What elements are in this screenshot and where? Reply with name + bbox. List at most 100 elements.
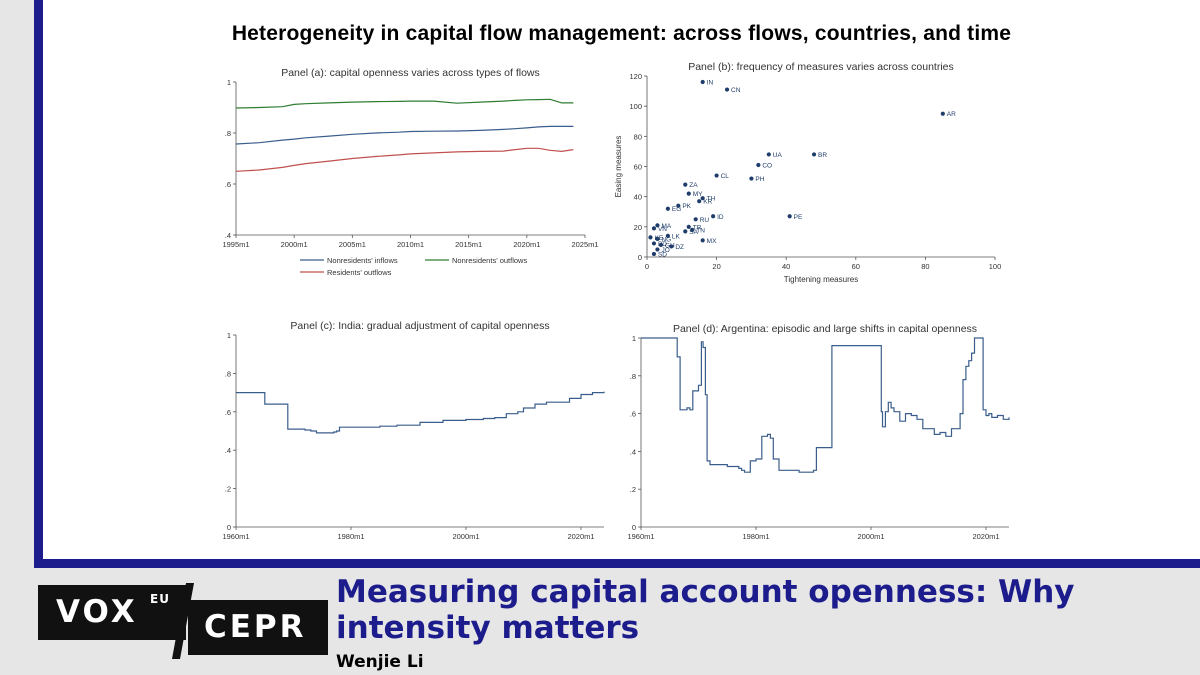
panel-title: Panel (a): capital openness varies acros…	[281, 67, 540, 79]
y-tick-label: 1	[227, 78, 231, 87]
y-tick-label: .6	[225, 180, 231, 189]
scatter-point	[665, 206, 670, 211]
x-tick-label: 60	[852, 262, 860, 271]
scatter-point	[711, 214, 716, 219]
article-title: Measuring capital account openness: Why …	[336, 574, 1075, 646]
scatter-point	[669, 244, 674, 249]
y-tick-label: 0	[632, 523, 636, 532]
point-label: LK	[672, 233, 681, 240]
y-tick-label: .8	[630, 372, 636, 381]
scatter-point	[655, 236, 660, 241]
y-tick-label: 0	[227, 523, 231, 532]
point-label: BR	[818, 152, 827, 159]
scatter-point	[676, 203, 681, 208]
x-tick-label: 2010m1	[397, 240, 424, 249]
point-label: TR	[693, 224, 702, 231]
y-tick-label: 100	[629, 102, 642, 111]
scatter-point	[686, 224, 691, 229]
x-tick-label: 40	[782, 262, 790, 271]
scatter-point	[700, 238, 705, 243]
point-label: MA	[661, 223, 671, 230]
point-label: PE	[794, 214, 803, 221]
x-tick-label: 1960m1	[222, 532, 249, 541]
legend-label: Nonresidents' outflows	[452, 256, 527, 265]
scatter-point	[651, 226, 657, 231]
point-label: ZA	[689, 182, 698, 189]
scatter-point	[756, 162, 761, 168]
y-tick-label: 40	[634, 193, 642, 202]
y-tick-label: 60	[634, 163, 642, 172]
point-label: ID	[717, 214, 724, 221]
point-label: PH	[755, 176, 764, 183]
series-line	[235, 147, 574, 172]
scatter-point	[693, 217, 698, 222]
scatter-point	[655, 247, 660, 252]
y-tick-label: 20	[634, 223, 642, 232]
x-tick-label: 2015m1	[455, 240, 482, 249]
x-tick-label: 1980m1	[742, 532, 769, 541]
y-tick-label: .6	[225, 408, 231, 417]
y-tick-label: 1	[227, 331, 231, 340]
point-label: JO	[661, 247, 669, 254]
x-tick-label: 80	[921, 262, 929, 271]
legend-label: Nonresidents' inflows	[327, 256, 398, 265]
point-label: MY	[693, 191, 703, 198]
x-tick-label: 2020m1	[513, 240, 540, 249]
point-label: SD	[658, 251, 667, 258]
x-tick-label: 2020m1	[567, 532, 594, 541]
figure-frame: Heterogeneity in capital flow management…	[34, 0, 1200, 568]
scatter-point	[690, 227, 695, 232]
y-tick-label: .2	[630, 485, 636, 494]
x-tick-label: 1995m1	[222, 240, 249, 249]
point-label: UA	[773, 152, 783, 159]
point-label: KR	[703, 199, 712, 206]
panel-c-chart: Panel (c): India: gradual adjustment of …	[222, 320, 605, 541]
cepr-logo-text: CEPR	[204, 609, 307, 645]
scatter-point	[648, 235, 653, 240]
y-tick-label: .4	[630, 447, 636, 456]
y-tick-label: 1	[632, 334, 636, 343]
scatter-point	[749, 176, 754, 181]
x-tick-label: 1980m1	[337, 532, 364, 541]
scatter-point	[700, 196, 705, 201]
point-label: MX	[707, 238, 717, 245]
scatter-point	[651, 241, 657, 246]
article-author: Wenjie Li	[336, 652, 424, 672]
panel-title: Panel (c): India: gradual adjustment of …	[290, 320, 549, 332]
y-tick-label: .8	[225, 129, 231, 138]
series-line	[641, 337, 1010, 473]
x-tick-label: 100	[989, 262, 1002, 271]
legend-label: Residents' outflows	[327, 268, 392, 277]
y-tick-label: 120	[629, 72, 642, 81]
y-tick-label: .4	[225, 231, 231, 240]
point-label: CL	[721, 173, 730, 180]
point-label: AR	[947, 111, 956, 118]
scatter-point	[686, 191, 691, 196]
point-label: GH	[665, 242, 675, 249]
panel-d-chart: Panel (d): Argentina: episodic and large…	[627, 323, 1010, 541]
scatter-point	[651, 251, 657, 257]
scatter-point	[665, 233, 670, 238]
y-axis-label: Easing measures	[614, 136, 623, 198]
vox-logo: VOX	[38, 585, 186, 640]
scatter-point	[683, 182, 688, 187]
panel-a-chart: Panel (a): capital openness varies acros…	[222, 67, 598, 277]
point-label: TH	[707, 196, 716, 203]
scatter-point	[658, 242, 664, 248]
y-tick-label: .6	[630, 410, 636, 419]
point-label: IN	[707, 80, 714, 87]
y-tick-label: 80	[634, 132, 642, 141]
series-line	[235, 125, 574, 145]
point-label: VN	[658, 226, 667, 233]
x-tick-label: 2000m1	[452, 532, 479, 541]
y-tick-label: .2	[225, 485, 231, 494]
scatter-point	[811, 152, 817, 157]
scatter-point	[697, 199, 702, 204]
x-tick-label: 1960m1	[627, 532, 654, 541]
point-label: SA	[689, 229, 698, 236]
vox-logo-text: VOX	[56, 594, 138, 630]
scatter-point	[940, 111, 945, 116]
point-label: DZ	[675, 244, 684, 251]
scatter-point	[683, 229, 688, 234]
panel-b-chart: Panel (b): frequency of measures varies …	[614, 61, 1002, 284]
